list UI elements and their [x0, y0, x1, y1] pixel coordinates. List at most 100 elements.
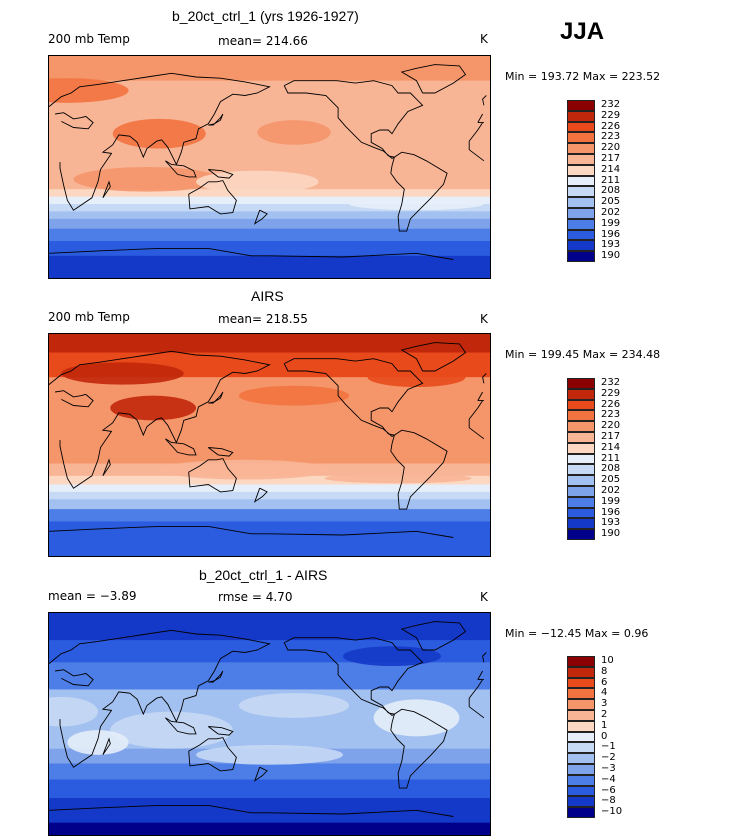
colorbar-label: 4 — [601, 687, 608, 699]
colorbar-label: 3 — [601, 698, 608, 710]
colorbar-swatch — [567, 100, 595, 111]
field-band — [49, 56, 490, 82]
minmax-label: Min = −12.45 Max = 0.96 — [505, 627, 649, 640]
field-band — [49, 763, 490, 780]
colorbar-label: 2 — [601, 709, 608, 720]
colorbar-swatch — [567, 753, 595, 764]
coastline — [102, 180, 111, 199]
field-band — [49, 521, 490, 556]
field-band — [49, 509, 490, 522]
coastline — [208, 391, 224, 404]
field-band — [49, 414, 490, 464]
coastline — [253, 766, 268, 782]
unit-label: K — [480, 590, 488, 604]
coastline — [390, 708, 448, 789]
colorbar-swatch — [567, 764, 595, 775]
colorbar-label: 217 — [601, 153, 621, 164]
colorbar-swatch — [567, 197, 595, 208]
field-band — [49, 779, 490, 799]
unit-label: K — [480, 32, 488, 46]
coastline — [49, 629, 485, 768]
colorbar-label: 232 — [601, 377, 621, 388]
colorbar-swatch — [567, 132, 595, 144]
colorbar-label: 217 — [601, 431, 621, 442]
unit-label: K — [480, 312, 488, 326]
colorbar-label: 229 — [601, 109, 621, 121]
field-feature — [61, 362, 184, 385]
colorbar-swatch — [567, 388, 595, 400]
colorbar-label: −8 — [601, 795, 616, 807]
field-band — [49, 189, 490, 198]
colorbar: 10 8 6 4 3 2 1 0 −1 −2 −3 −4 −6 −8 −10 — [567, 655, 622, 818]
season-label: JJA — [560, 18, 605, 45]
field-band — [49, 196, 490, 205]
field-feature — [110, 395, 196, 421]
colorbar-swatch — [567, 656, 595, 667]
coastline — [482, 95, 487, 106]
colorbar-swatch — [567, 378, 595, 389]
colorbar-swatch — [567, 186, 595, 198]
colorbar-swatch — [567, 421, 595, 432]
field-feature — [257, 120, 331, 145]
mean-label: mean= 218.55 — [218, 312, 308, 326]
coastline — [283, 637, 424, 716]
coastline — [49, 72, 485, 211]
colorbar-label: 193 — [601, 517, 621, 529]
field-band — [49, 491, 490, 500]
colorbar-swatch — [567, 720, 595, 732]
colorbar-label: −2 — [601, 752, 616, 764]
colorbar-label: −6 — [601, 784, 616, 796]
coastline — [253, 487, 268, 503]
field-band — [49, 822, 490, 835]
coastline — [253, 209, 268, 225]
map-svg — [49, 334, 490, 556]
coastline — [208, 670, 224, 683]
field-band — [49, 613, 490, 641]
field-feature — [49, 696, 98, 727]
colorbar-swatch — [567, 710, 595, 721]
coastline — [482, 373, 487, 384]
coastline — [400, 64, 467, 94]
colorbar-swatch — [567, 699, 595, 710]
coastline — [208, 169, 234, 179]
colorbar-swatch — [567, 251, 595, 262]
colorbar-label: 205 — [601, 474, 621, 486]
colorbar-label: 232 — [601, 99, 621, 110]
colorbar-swatch — [567, 121, 595, 133]
colorbar-label: 226 — [601, 120, 621, 132]
colorbar-label: −4 — [601, 773, 616, 785]
field-feature — [112, 118, 206, 149]
colorbar-label: 220 — [601, 420, 621, 432]
field-band — [49, 218, 490, 230]
colorbar-swatch — [567, 507, 595, 519]
colorbar-swatch — [567, 742, 595, 754]
colorbar-label: 202 — [601, 485, 621, 496]
coastline — [482, 652, 487, 663]
map-plot — [48, 55, 491, 279]
colorbar-label: 229 — [601, 387, 621, 399]
coastline — [165, 438, 197, 456]
colorbar-swatch — [567, 143, 595, 154]
colorbar-swatch — [567, 475, 595, 486]
coastline — [188, 180, 237, 215]
field-feature — [67, 730, 129, 755]
field-band — [49, 228, 490, 242]
panel-title: AIRS — [251, 288, 284, 304]
colorbar-swatch — [567, 154, 595, 165]
colorbar-swatch — [567, 399, 595, 411]
coastline — [165, 160, 197, 178]
colorbar-label: 211 — [601, 452, 621, 464]
field-feature — [349, 197, 484, 211]
colorbar-swatch — [567, 453, 595, 465]
colorbar-label: 6 — [601, 676, 608, 688]
field-band — [49, 475, 490, 485]
colorbar: 232 229 226 223 220 217 214 211 208 205 202 199 196 1… — [567, 377, 620, 540]
panel-title: b_20ct_ctrl_1 (yrs 1926-1927) — [172, 8, 359, 24]
coastline — [188, 458, 237, 493]
field-feature — [343, 646, 441, 667]
field-feature — [159, 459, 331, 480]
variable-label: 200 mb Temp — [48, 32, 130, 46]
field-feature — [110, 711, 233, 749]
colorbar-label: 208 — [601, 185, 621, 197]
panel-title: b_20ct_ctrl_1 - AIRS — [199, 567, 328, 583]
